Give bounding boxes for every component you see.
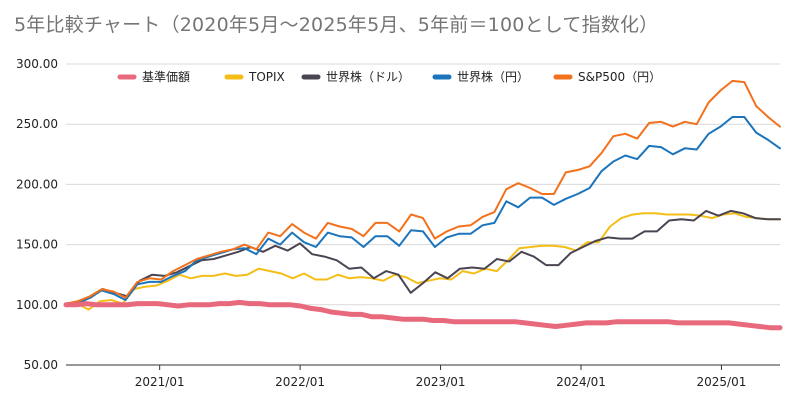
legend-label: TOPIX	[248, 70, 285, 84]
x-tick-label: 2024/01	[556, 375, 606, 389]
y-tick-label: 300.00	[16, 57, 58, 71]
series-lines	[63, 79, 783, 331]
legend-label: 基準価額	[142, 69, 190, 84]
grid-lines	[66, 63, 780, 366]
x-tick-label: 2025/01	[697, 375, 747, 389]
legend-label: 世界株（円）	[457, 69, 529, 84]
y-axis-labels: 300.00 250.00 200.00 150.00 100.00 50.00	[16, 57, 58, 372]
x-axis-labels: 2021/01 2022/01 2023/01 2024/01 2025/01	[135, 365, 747, 389]
y-tick-label: 200.00	[16, 177, 58, 191]
chart-title: 5年比較チャート（2020年5月～2025年5月、5年前＝100として指数化）	[14, 14, 659, 36]
series-line-0	[63, 299, 783, 331]
x-tick-label: 2021/01	[135, 375, 185, 389]
y-tick-label: 100.00	[16, 298, 58, 312]
legend-label: S&P500（円）	[578, 70, 661, 84]
x-tick-label: 2022/01	[275, 375, 325, 389]
y-tick-label: 250.00	[16, 117, 58, 131]
legend-label: 世界株（ドル）	[326, 69, 410, 84]
y-tick-label: 150.00	[16, 238, 58, 252]
series-line-4	[65, 79, 781, 305]
series-line-3	[65, 116, 781, 306]
x-tick-label: 2023/01	[416, 375, 466, 389]
y-tick-label: 50.00	[24, 358, 58, 372]
series-line-1	[65, 212, 781, 311]
series-line-2	[65, 209, 781, 306]
legend: 基準価額 TOPIX 世界株（ドル） 世界株（円） S&P500（円）	[117, 69, 661, 84]
